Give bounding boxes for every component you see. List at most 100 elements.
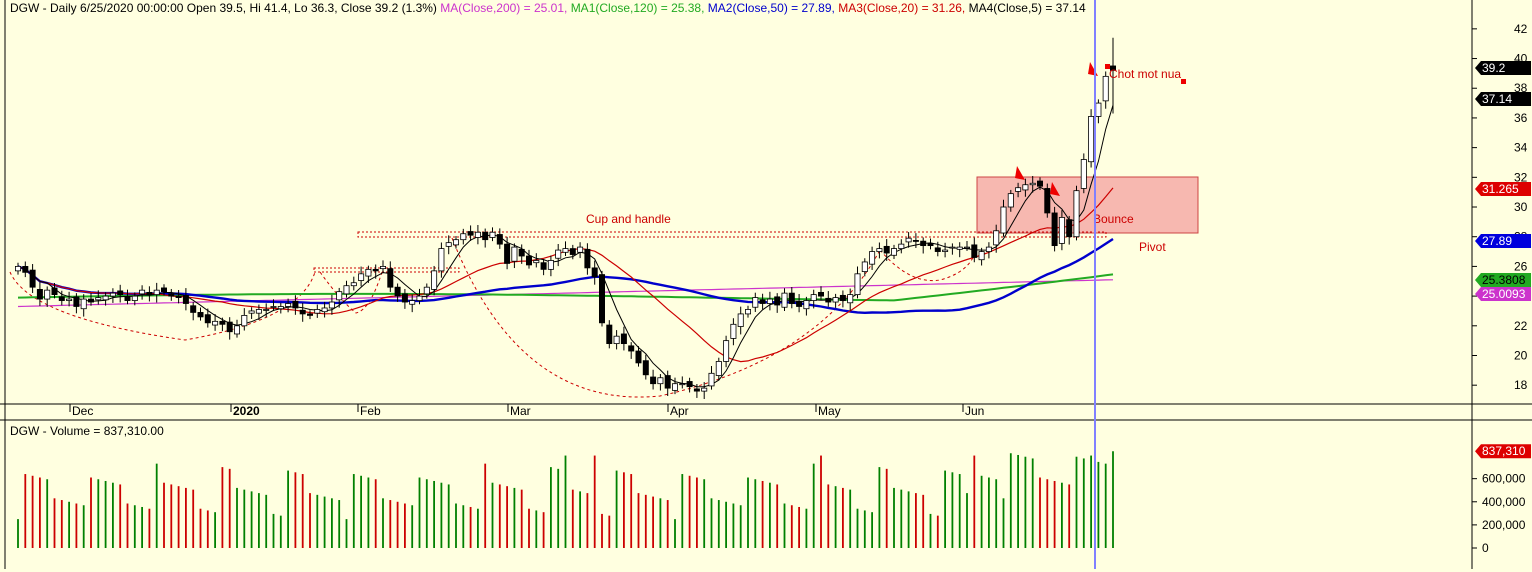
candle <box>818 286 825 300</box>
candle <box>277 302 284 314</box>
candle <box>978 247 985 266</box>
candle-body <box>182 294 189 304</box>
volume-bar <box>783 503 786 548</box>
candle <box>175 290 182 304</box>
candle-body <box>898 243 905 249</box>
volume-bar <box>1097 461 1100 548</box>
candle-body <box>993 230 1000 246</box>
volume-bar <box>929 513 932 548</box>
candle <box>131 292 138 306</box>
candle <box>526 249 533 269</box>
candle <box>212 314 219 331</box>
handle-band <box>313 267 460 273</box>
candle-body <box>985 246 992 252</box>
candle-body <box>796 300 803 307</box>
candle <box>124 289 131 305</box>
volume-bar <box>404 503 406 548</box>
ma120-value-tag-label: 25.3808 <box>1482 273 1526 287</box>
volume-bar <box>1104 463 1107 548</box>
candle <box>343 280 350 298</box>
volume-y-tick-label: 400,000 <box>1482 495 1526 509</box>
volume-bar <box>907 491 910 548</box>
volume-bar <box>681 474 684 548</box>
candle-body <box>489 231 496 238</box>
volume-bar <box>1002 498 1005 548</box>
volume-bar <box>674 519 676 548</box>
candle-body <box>737 313 744 327</box>
candle <box>285 298 292 313</box>
volume-bar <box>936 515 939 548</box>
volume-bar <box>148 508 151 548</box>
volume-bar <box>666 500 669 548</box>
candle-body <box>971 244 978 258</box>
volume-bar <box>309 493 311 548</box>
candle <box>562 241 569 257</box>
volume-bar <box>988 477 990 548</box>
candle-body <box>723 340 730 362</box>
candle-body <box>1000 206 1007 234</box>
volume-bar <box>586 493 589 548</box>
volume-header-text: DGW - Volume = 837,310.00 <box>10 424 164 438</box>
volume-bar <box>301 474 304 548</box>
candle <box>431 265 438 296</box>
candle <box>423 283 430 299</box>
volume-bar <box>579 491 581 548</box>
volume-bar <box>958 474 961 548</box>
candle <box>752 292 759 312</box>
candle <box>460 228 467 245</box>
volume-bar <box>1068 484 1071 548</box>
annotation-cup-handle: Cup and handle <box>586 212 671 226</box>
volume-value-tag: 837,310 <box>1475 444 1531 459</box>
volume-bar <box>82 505 85 548</box>
ma5-value-tag-bg <box>1475 92 1531 106</box>
volume-bar <box>462 505 465 548</box>
close-value-tag-label: 39.2 <box>1482 61 1506 75</box>
volume-bar <box>90 477 92 548</box>
candle-body <box>270 306 277 308</box>
candle-body <box>36 289 43 300</box>
candle-body <box>825 297 832 303</box>
candle-body <box>409 300 416 305</box>
price-y-tick-label: 34 <box>1514 141 1528 155</box>
sell-point-marker <box>1181 79 1186 84</box>
candle <box>438 242 445 278</box>
candle-body <box>394 286 401 297</box>
candle-body <box>759 299 766 304</box>
candle-body <box>1102 75 1109 102</box>
volume-bar <box>922 494 925 548</box>
candle-body <box>146 291 153 296</box>
volume-bar <box>915 493 917 548</box>
candle <box>839 290 846 308</box>
candle-body <box>832 297 839 303</box>
volume-bar <box>966 493 968 548</box>
candle <box>482 228 489 248</box>
volume-bar <box>805 508 808 548</box>
volume-bar <box>637 493 640 548</box>
candle <box>898 239 905 254</box>
volume-bar <box>528 508 530 548</box>
candle <box>467 225 474 242</box>
candle <box>1000 199 1007 237</box>
candle-body <box>810 294 817 301</box>
volume-value-tag-bg <box>1475 444 1531 459</box>
candle <box>474 224 481 245</box>
header-ma200: MA(Close,200) = 25.01, <box>440 1 568 15</box>
ma20-value-tag-label: 31.265 <box>1482 182 1519 196</box>
candle-body <box>66 298 73 301</box>
volume-bar <box>644 494 647 548</box>
candle <box>416 288 423 305</box>
volume-bar <box>345 519 348 548</box>
ma120-value-tag: 25.3808 <box>1475 273 1531 287</box>
candle-body <box>58 296 65 301</box>
candle-body <box>22 266 29 273</box>
candle <box>781 288 788 311</box>
candle-body <box>263 309 270 311</box>
volume-bar <box>790 505 793 548</box>
candle-body <box>445 242 452 247</box>
candle-body <box>518 248 525 257</box>
candle <box>540 258 547 276</box>
candle <box>350 276 357 291</box>
candle-body <box>956 246 963 250</box>
